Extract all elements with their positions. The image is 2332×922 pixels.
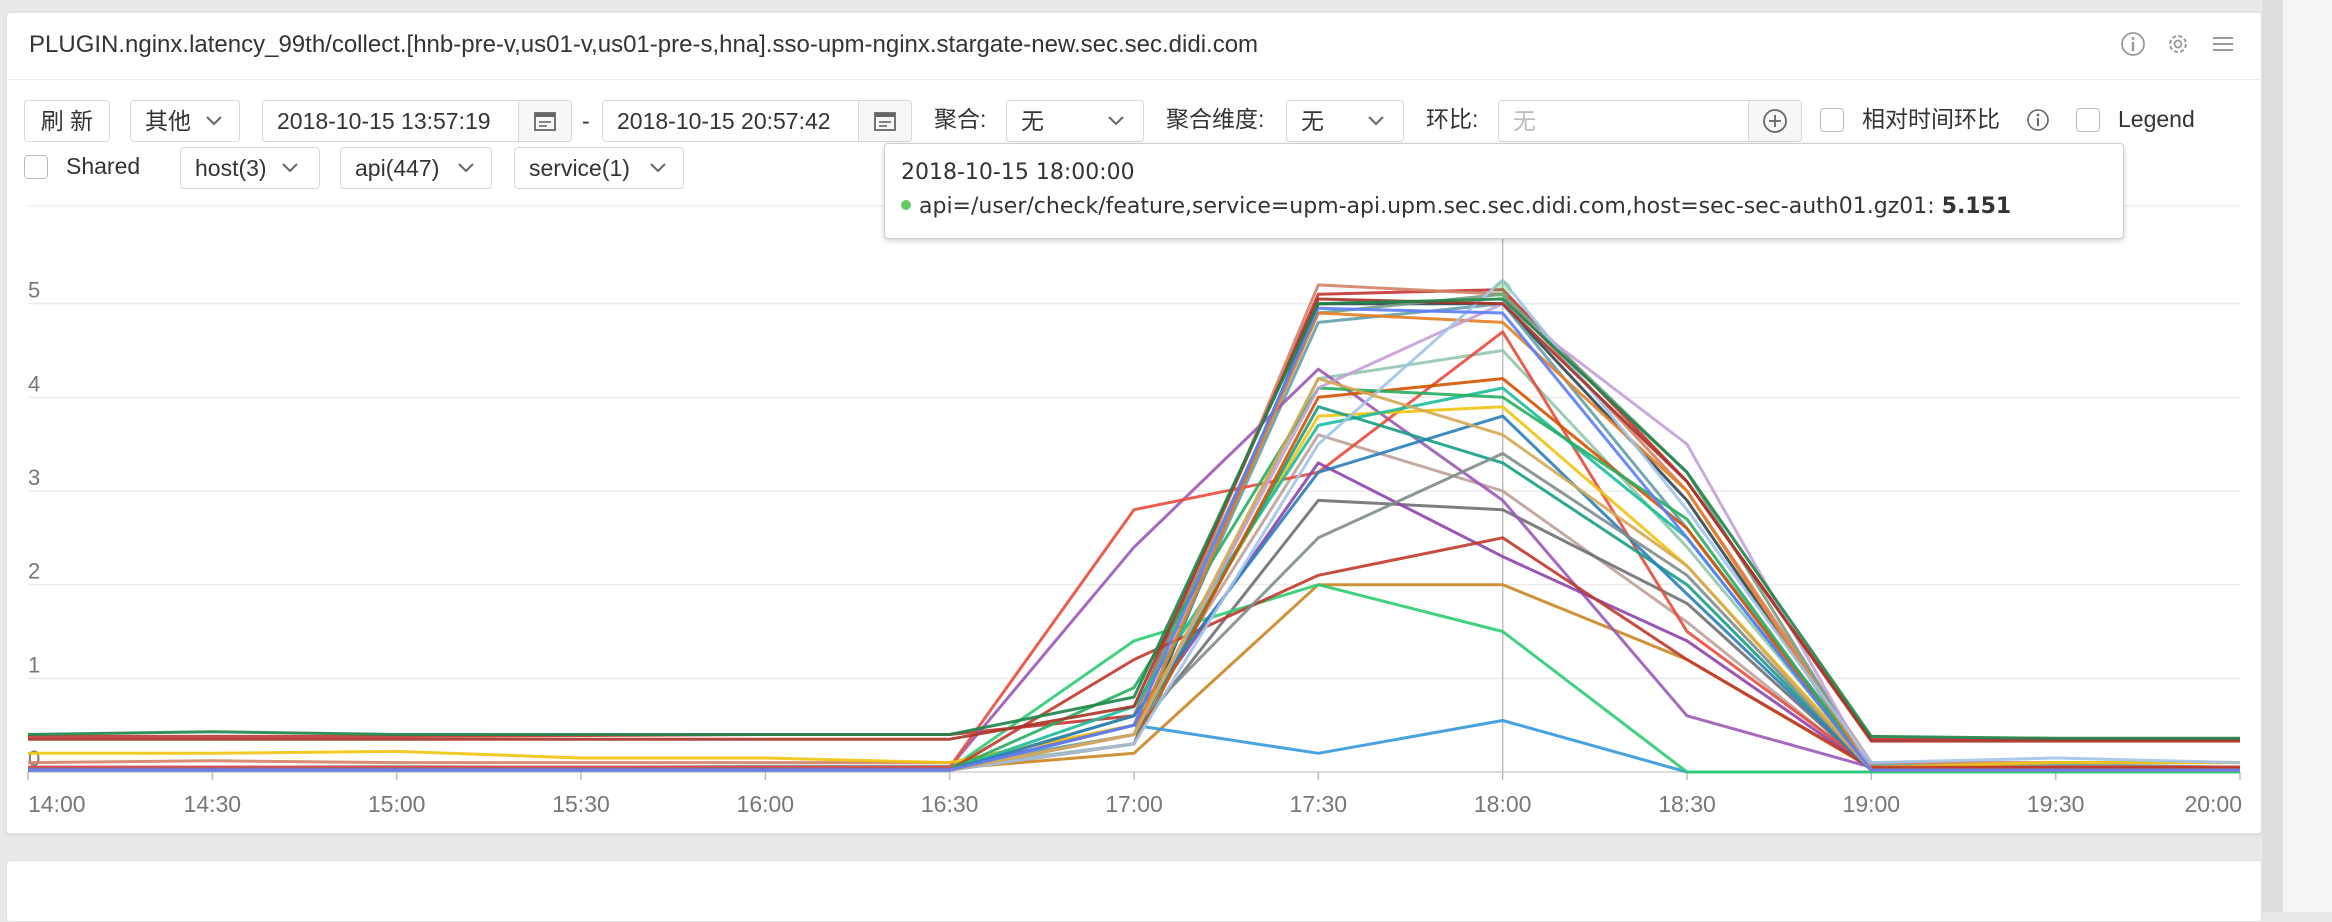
tooltip-time: 2018-10-15 18:00:00 [901,160,1135,185]
panel-title: PLUGIN.nginx.latency_99th/collect.[hnb-p… [29,31,1259,58]
end-time-picker[interactable]: 2018-10-15 20:57:42 [602,100,912,142]
legend-label: Legend [2118,106,2195,132]
tooltip-series-dot [901,200,911,210]
compare-label: 环比: [1426,106,1479,132]
series-line[interactable] [28,414,2240,772]
series-line[interactable] [27,283,2240,765]
next-panel [6,860,2262,922]
x-tick-label: 16:00 [737,791,795,817]
aggregate-label: 聚合: [934,106,987,132]
compare-input-group: 无 [1498,100,1802,142]
info-icon[interactable] [2026,108,2050,132]
agg-dimension-label: 聚合维度: [1166,106,1265,132]
x-tick-label: 17:30 [1290,791,1348,817]
x-tick-label: 14:30 [184,791,242,817]
y-tick-label: 4 [28,371,40,396]
service-filter-label: service(1) [529,155,630,181]
chart-tooltip: 2018-10-15 18:00:00 api=/user/check/feat… [884,143,2124,239]
hover-point [1493,280,1512,299]
start-calendar-button[interactable] [518,101,571,141]
x-tick-label: 16:30 [921,791,979,817]
y-tick-label: 2 [28,559,40,584]
x-tick-label: 18:00 [1474,791,1532,817]
chevron-down-icon [1108,116,1124,126]
x-tick-label: 19:30 [2027,791,2085,817]
chevron-down-icon [206,116,222,126]
x-tick-label: 19:00 [1843,791,1901,817]
end-calendar-button[interactable] [858,101,911,141]
legend-checkbox[interactable] [2076,108,2100,132]
gear-icon[interactable] [2163,29,2193,59]
tooltip-series-name: api=/user/check/feature,service=upm-api.… [919,194,1935,219]
refresh-button[interactable]: 刷 新 [24,100,110,142]
series-line[interactable] [28,297,2240,743]
x-tick-label: 14:00 [28,791,86,817]
x-tick-label: 15:30 [552,791,610,817]
host-filter-dropdown[interactable]: host(3) [180,147,320,189]
compare-add-button[interactable] [1748,101,1801,141]
tooltip-value: 5.151 [1941,194,2012,219]
x-tick-label: 15:00 [368,791,426,817]
series-line[interactable] [28,302,2240,772]
api-filter-label: api(447) [355,155,440,181]
calendar-icon [534,112,556,131]
end-time-value: 2018-10-15 20:57:42 [617,108,831,134]
series-line[interactable] [28,433,2240,772]
tooltip-series-row: api=/user/check/feature,service=upm-api.… [901,194,2011,219]
date-separator: - [582,108,590,134]
side-strip [2282,0,2332,912]
relative-compare-label: 相对时间环比 [1862,106,2000,132]
series-line[interactable] [28,311,2240,772]
x-tick-label: 17:00 [1105,791,1163,817]
series-line[interactable] [28,306,2240,772]
relative-compare-checkbox[interactable] [1820,108,1844,132]
aggregate-value: 无 [1021,108,1044,134]
plus-circle-icon [1763,109,1787,133]
start-time-picker[interactable]: 2018-10-15 13:57:19 [262,100,572,142]
series-line[interactable] [28,498,2240,772]
panel-header: PLUGIN.nginx.latency_99th/collect.[hnb-p… [7,13,2261,80]
agg-dimension-value: 无 [1301,108,1324,134]
chevron-down-icon [458,163,474,173]
shared-checkbox[interactable] [24,155,48,179]
agg-dimension-select[interactable]: 无 [1286,100,1404,142]
list-menu-icon[interactable] [2208,29,2238,59]
chevron-down-icon [650,163,666,173]
chevron-down-icon [282,163,298,173]
info-icon[interactable] [2118,29,2148,59]
other-dropdown[interactable]: 其他 [130,100,240,142]
series-line[interactable] [28,302,2240,772]
start-time-value: 2018-10-15 13:57:19 [277,108,491,134]
calendar-icon [874,112,896,131]
shared-label: Shared [66,153,141,179]
compare-input[interactable]: 无 [1513,108,1536,134]
aggregate-select[interactable]: 无 [1006,100,1144,142]
other-dropdown-label: 其他 [145,108,191,134]
window-edge-shadow [2262,0,2282,912]
api-filter-dropdown[interactable]: api(447) [340,147,492,189]
chevron-down-icon [1368,116,1384,126]
series-line[interactable] [28,377,2240,772]
series-line[interactable] [28,377,2240,772]
y-tick-label: 1 [28,652,40,677]
x-tick-label: 20:00 [2184,791,2242,817]
y-tick-label: 3 [28,465,40,490]
x-tick-label: 18:30 [1658,791,1716,817]
host-filter-label: host(3) [195,155,267,181]
series-line[interactable] [27,297,2240,740]
y-tick-label: 5 [28,278,40,303]
service-filter-dropdown[interactable]: service(1) [514,147,684,189]
series-line[interactable] [28,288,2240,741]
